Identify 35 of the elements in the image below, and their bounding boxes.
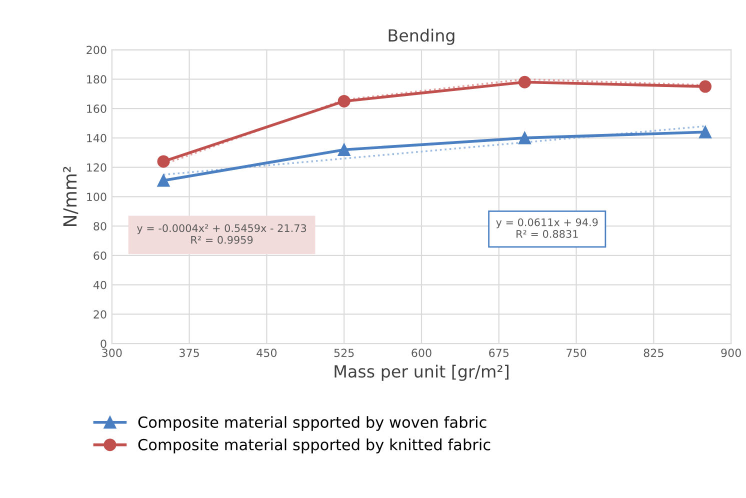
y-tick-label: 100 (87, 192, 106, 202)
y-tick-label: 120 (87, 163, 106, 172)
point (518, 76, 531, 88)
point (338, 94, 350, 108)
x-tick-label: 825 (644, 348, 664, 358)
x-tick-label: 375 (180, 348, 199, 358)
x-tick-label: 675 (489, 348, 509, 358)
y-tick-label: 40 (93, 280, 106, 290)
y-tick-label: 160 (87, 104, 106, 113)
point (338, 143, 350, 156)
y-tick-label: 200 (86, 46, 106, 54)
x-tick-label: 900 (721, 348, 741, 358)
y-tick-label: 20 (94, 310, 106, 319)
y-tick-label: 0 (100, 340, 106, 348)
x-tick-label: 750 (566, 348, 586, 358)
x-tick-label: 525 (334, 348, 354, 358)
legend-label: Composite material spported by woven fabric (138, 416, 486, 431)
x-tick-label: 450 (256, 348, 277, 358)
y-tick-label: 140 (87, 134, 106, 142)
x-tick-label: 300 (102, 348, 122, 358)
y-tick-label: 60 (94, 251, 106, 260)
point (699, 126, 712, 138)
y-axis-title: N/mm² (63, 166, 78, 226)
chart-title: Bending (388, 28, 454, 45)
point (157, 155, 170, 168)
point (518, 132, 531, 144)
x-axis-title: Mass per unit [gr/m²] (334, 364, 508, 381)
y-tick-label: 80 (94, 222, 106, 230)
point (699, 80, 712, 93)
point (157, 174, 170, 187)
annotation: y = 0.0611x + 94.9 R² = 0.8831 (496, 218, 598, 238)
legend-label: Composite material spported by knitted fabric (138, 438, 490, 454)
annotation: y = -0.0004x² + 0.5459x - 21.73 R² = 0.9959 (136, 224, 306, 244)
y-tick-label: 180 (87, 75, 106, 84)
x-tick-label: 600 (412, 348, 432, 358)
